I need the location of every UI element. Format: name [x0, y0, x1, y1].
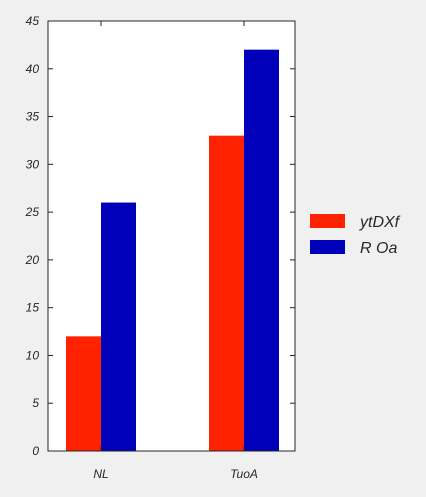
y-tick-label: 35: [26, 110, 40, 124]
y-tick-label: 30: [26, 157, 40, 171]
legend: ytDXf R Oa: [310, 214, 401, 257]
x-tick-label: NL: [93, 467, 108, 481]
y-tick-label: 10: [26, 348, 40, 362]
bar-1-0: [101, 202, 136, 451]
x-tick-label: TuoA: [230, 467, 258, 481]
y-tick-label: 0: [32, 444, 39, 458]
bar-0-1: [209, 135, 244, 451]
legend-swatch-0: [310, 214, 345, 228]
bar-1-1: [244, 49, 279, 452]
legend-swatch-1: [310, 240, 345, 254]
bars-layer: [66, 49, 279, 452]
axes-layer: 0 5 10 15 20 25 30 35 40 45 NL TuoA: [25, 14, 296, 481]
y-tick-label: 45: [26, 14, 40, 28]
legend-label-0: ytDXf: [359, 214, 401, 231]
y-tick-label: 15: [26, 301, 40, 315]
y-tick-label: 5: [32, 396, 39, 410]
y-tick-label: 25: [25, 205, 40, 219]
bar-0-0: [66, 336, 101, 451]
plot-frame: [47, 20, 296, 452]
y-tick-label: 40: [26, 62, 40, 76]
legend-label-1: R Oa: [360, 240, 397, 257]
y-tick-label: 20: [25, 253, 40, 267]
